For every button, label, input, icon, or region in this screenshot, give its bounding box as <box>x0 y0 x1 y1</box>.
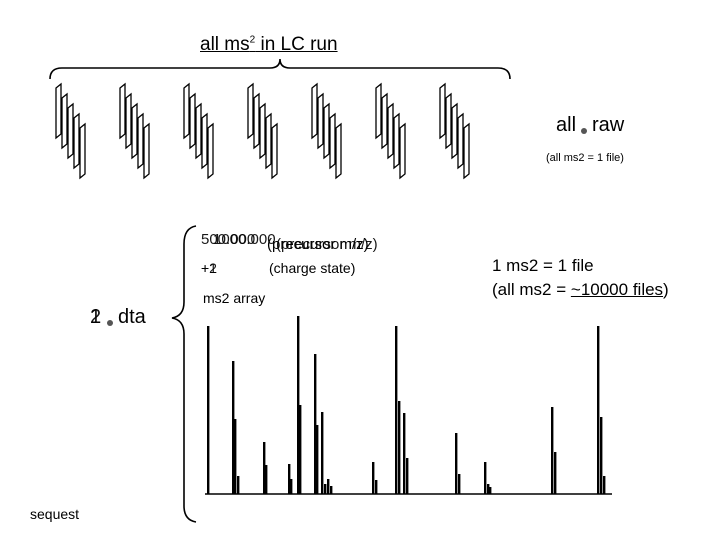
ms2-frame <box>137 112 144 170</box>
spectrum-peak <box>403 413 406 494</box>
spectrum-peak <box>290 479 293 494</box>
charge-value-2: +2 <box>201 260 217 276</box>
ms2-frame <box>311 82 318 140</box>
ms2-frame <box>259 102 266 160</box>
spectrum-peak <box>600 417 603 494</box>
spectrum-peak <box>314 354 317 494</box>
spectrum-peak <box>395 326 398 494</box>
spectrum-peak <box>265 465 268 494</box>
dot-icon <box>581 128 588 134</box>
ms2-frame <box>329 112 336 170</box>
ms2-frame <box>375 82 382 140</box>
spectrum-peak <box>237 476 240 494</box>
precursor-label: (precursor m/z) <box>267 236 369 253</box>
diagram-title: all ms2 in LC run <box>200 34 338 55</box>
charge-values: +1 +2 <box>201 260 221 278</box>
dot-icon <box>107 320 113 326</box>
spectrum-peak <box>375 480 378 494</box>
ms2-frame <box>451 102 458 160</box>
precursor-value-1: 500.000 <box>201 231 256 248</box>
ms2-frame <box>189 92 196 150</box>
ms2-frame <box>195 102 202 160</box>
ms2-frame <box>207 122 214 180</box>
ms2-frame <box>143 122 150 180</box>
dta-file-label: 1 2 dta <box>90 306 146 328</box>
spectrum-peak <box>207 326 210 494</box>
spectrum-peak <box>327 479 330 494</box>
raw-file-caption: (all ms2 = 1 file) <box>546 152 624 164</box>
ms2-frame <box>439 82 446 140</box>
ms2-frame <box>61 92 68 150</box>
spectrum-peak <box>455 433 458 494</box>
spectrum-peak <box>234 419 237 494</box>
ms2-frame <box>73 112 80 170</box>
spectrum-peak <box>489 487 492 494</box>
spectrum-peak <box>263 442 266 494</box>
ms2-frame <box>265 112 272 170</box>
note-line-1: 1 ms2 = 1 file <box>492 256 594 275</box>
spectrum-peaks <box>207 316 606 494</box>
ms2-frame <box>317 92 324 150</box>
ms2-frame <box>131 102 138 160</box>
ms2-frame <box>247 82 254 140</box>
raw-file-label: all raw <box>556 114 625 136</box>
ms2-frame <box>253 92 260 150</box>
ms2-frame <box>119 82 126 140</box>
dta-brace <box>171 225 197 523</box>
precursor-label-shadow: (precursor m/z) <box>276 236 378 253</box>
sequest-label: sequest <box>30 506 80 522</box>
spectrum-peak <box>324 484 327 494</box>
ms2-frame <box>125 92 132 150</box>
dta-number-2: 2 <box>90 306 102 328</box>
ms2-frame <box>387 102 394 160</box>
ms2-frame <box>183 82 190 140</box>
charge-label: (charge state) <box>269 260 356 276</box>
spectrum-peak <box>316 425 319 494</box>
spectrum-peak <box>297 316 300 494</box>
ms2-frame <box>79 122 86 180</box>
spectrum-peak <box>372 462 375 494</box>
top-brace <box>49 58 511 80</box>
note-line-2: (all ms2 = ~10000 files) <box>492 280 669 299</box>
ms2-frame <box>463 122 470 180</box>
precursor-value-2: 1000.000 <box>213 231 276 248</box>
spectrum-peak <box>232 361 235 494</box>
spectrum-peak <box>597 326 600 494</box>
ms2-frame <box>271 122 278 180</box>
spectrum-peak <box>288 464 291 494</box>
dta-number-1: 1 <box>90 306 102 328</box>
spectrum-peak <box>299 405 302 494</box>
ms2-frame <box>335 122 342 180</box>
spectrum-peak <box>458 474 461 494</box>
spectrum-peak <box>406 458 409 494</box>
ms2-array-label: ms2 array <box>203 290 266 306</box>
ms2-frame <box>445 92 452 150</box>
ms2-frame-stacks <box>55 82 470 180</box>
spectrum-peak <box>484 462 487 494</box>
ms2-frame <box>67 102 74 160</box>
ms2-frame <box>381 92 388 150</box>
spectrum-peak <box>398 401 401 494</box>
ms2-frame <box>55 82 62 140</box>
ms2-frame <box>393 112 400 170</box>
ms2-frame <box>323 102 330 160</box>
spectrum-peak <box>330 486 333 494</box>
spectrum-peak <box>551 407 554 494</box>
precursor-line: 500.000 1000.000 (precursor m/z) (precur… <box>201 231 378 253</box>
spectrum-peak <box>603 476 606 494</box>
ms2-frame <box>201 112 208 170</box>
charge-value-1: +1 <box>201 260 217 276</box>
ms2-frame <box>457 112 464 170</box>
spectrum-peak <box>554 452 557 494</box>
spectrum-peak <box>487 484 490 494</box>
ms2-frame <box>399 122 406 180</box>
spectrum-peak <box>321 412 324 494</box>
